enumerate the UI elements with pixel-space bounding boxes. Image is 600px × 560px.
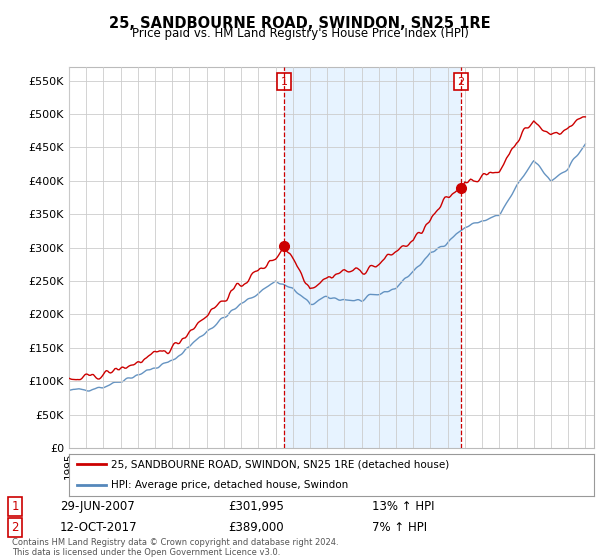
- Text: 25, SANDBOURNE ROAD, SWINDON, SN25 1RE (detached house): 25, SANDBOURNE ROAD, SWINDON, SN25 1RE (…: [111, 459, 449, 469]
- Text: HPI: Average price, detached house, Swindon: HPI: Average price, detached house, Swin…: [111, 480, 348, 490]
- Bar: [284, 67, 461, 448]
- Text: £301,995: £301,995: [228, 500, 284, 514]
- Text: 2: 2: [11, 521, 19, 534]
- Text: 7% ↑ HPI: 7% ↑ HPI: [372, 521, 427, 534]
- Text: 1: 1: [280, 77, 287, 87]
- Text: 25, SANDBOURNE ROAD, SWINDON, SN25 1RE: 25, SANDBOURNE ROAD, SWINDON, SN25 1RE: [109, 16, 491, 31]
- Text: 29-JUN-2007: 29-JUN-2007: [60, 500, 135, 514]
- Text: £389,000: £389,000: [228, 521, 284, 534]
- Text: Price paid vs. HM Land Registry's House Price Index (HPI): Price paid vs. HM Land Registry's House …: [131, 27, 469, 40]
- Text: 12-OCT-2017: 12-OCT-2017: [60, 521, 137, 534]
- Text: Contains HM Land Registry data © Crown copyright and database right 2024.
This d: Contains HM Land Registry data © Crown c…: [12, 538, 338, 557]
- Text: 13% ↑ HPI: 13% ↑ HPI: [372, 500, 434, 514]
- Text: 2: 2: [458, 77, 464, 87]
- Text: 1: 1: [11, 500, 19, 514]
